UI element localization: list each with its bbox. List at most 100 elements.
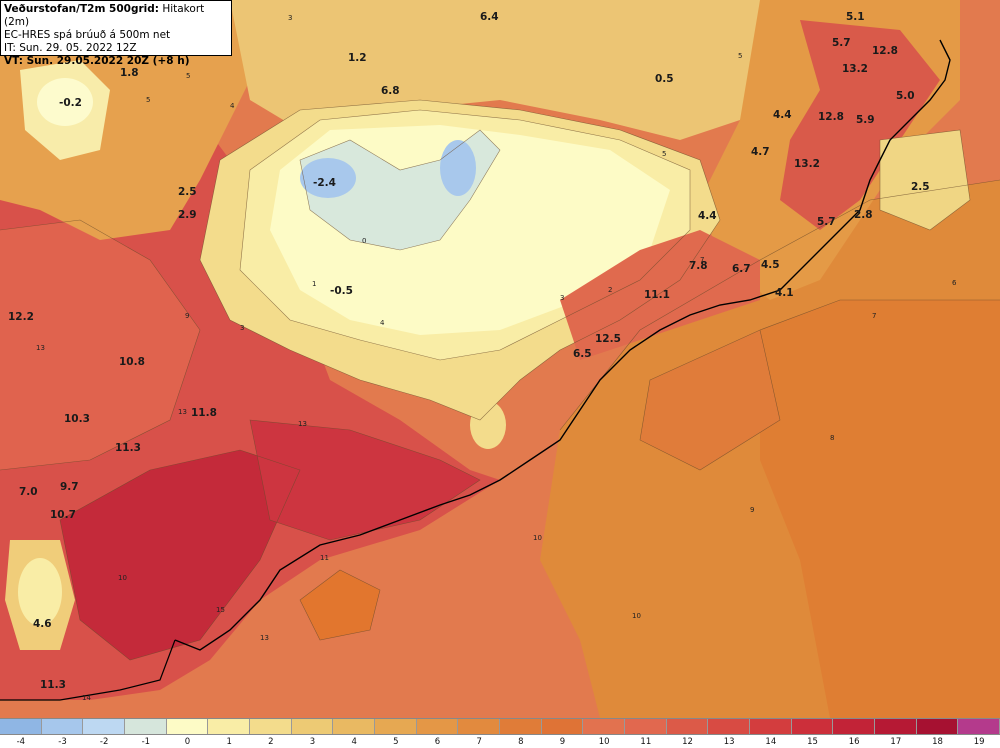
land-west-pink <box>0 220 200 470</box>
map-label: 5.7 <box>817 216 836 228</box>
legend-tick: 1 <box>226 737 232 747</box>
header-valid-time: VT: Sun. 29.05.2022 20Z (+8 h) <box>4 55 190 67</box>
map-label: 5.1 <box>846 11 865 23</box>
legend-swatch <box>458 719 501 734</box>
legend-swatch <box>583 719 626 734</box>
svg-text:4: 4 <box>380 319 385 327</box>
svg-text:3: 3 <box>288 14 292 22</box>
svg-text:10: 10 <box>533 534 542 542</box>
map-label: 11.3 <box>40 679 66 691</box>
south-sea-zone <box>300 570 380 640</box>
map-label: 4.4 <box>773 109 792 121</box>
land-hot-core <box>60 450 300 660</box>
legend-swatch <box>875 719 917 734</box>
legend-swatch <box>708 719 751 734</box>
legend-tick: -3 <box>58 737 67 747</box>
temperature-legend: -4 -3 -2 -1 0 1 2 3 4 5 6 7 8 9 10 11 12 13 14 15 16 17 18 19 <box>0 718 1000 748</box>
legend-tick: 18 <box>932 737 943 747</box>
legend-swatch <box>666 719 709 734</box>
legend-swatch <box>791 719 834 734</box>
legend-swatch <box>375 719 417 734</box>
glacier-east-cold <box>440 140 476 196</box>
legend-tick: 17 <box>890 737 902 747</box>
nw-peninsula-core <box>37 78 93 126</box>
map-label: -2.4 <box>313 177 336 189</box>
map-label: 12.2 <box>8 311 34 323</box>
legend-tick: 8 <box>518 737 524 747</box>
map-label: 10.8 <box>119 356 145 368</box>
svg-text:11: 11 <box>320 554 329 562</box>
map-label: 4.5 <box>761 259 780 271</box>
map-label: 13.2 <box>794 158 820 170</box>
legend-tick: 16 <box>848 737 860 747</box>
legend-tick: -2 <box>99 737 109 747</box>
header-title: Veðurstofan/T2m 500grid: Hitakort (2m) <box>4 3 228 29</box>
svg-text:6: 6 <box>952 279 957 287</box>
legend-swatch <box>833 719 876 734</box>
legend-tick-labels: -4 -3 -2 -1 0 1 2 3 4 5 6 7 8 9 10 11 12 13 14 15 16 17 18 19 <box>0 737 1000 748</box>
legend-tick: 11 <box>640 737 652 747</box>
legend-tick: 7 <box>476 737 482 747</box>
map-label: 9.7 <box>60 481 79 493</box>
map-label: 6.5 <box>573 348 592 360</box>
legend-swatch <box>291 719 334 734</box>
map-label: 13.2 <box>842 63 868 75</box>
legend-swatch <box>625 719 667 734</box>
legend-tick: 0 <box>184 737 191 747</box>
map-label: 2.5 <box>178 186 197 198</box>
legend-swatch <box>916 719 959 734</box>
legend-tick: 14 <box>765 737 777 747</box>
svg-text:9: 9 <box>750 506 754 514</box>
glacier-west-cold <box>300 158 356 198</box>
map-label: -0.5 <box>330 285 353 297</box>
sw-peninsula-core <box>18 558 62 626</box>
legend-tick: 12 <box>682 737 693 747</box>
map-label: 7.0 <box>19 486 38 498</box>
svg-text:13: 13 <box>36 344 45 352</box>
svg-text:15: 15 <box>216 606 225 614</box>
svg-text:10: 10 <box>118 574 127 582</box>
isotherm-ticks: 5 5 4 3 0 1 4 3 9 13 13 13 11 10 10 9 7 … <box>36 14 957 702</box>
legend-color-bar <box>0 718 1000 735</box>
legend-swatch <box>83 719 126 734</box>
map-label: 5.9 <box>856 114 875 126</box>
svg-text:5: 5 <box>738 52 742 60</box>
map-label: 2.5 <box>911 181 930 193</box>
header-model: EC-HRES spá brúuð á 500m net <box>4 29 171 41</box>
coastline-southwest <box>0 639 176 701</box>
map-label: 5.0 <box>896 90 915 102</box>
southeast-blob <box>640 330 780 470</box>
map-label: 6.4 <box>480 11 499 23</box>
svg-text:10: 10 <box>632 612 641 620</box>
contour-lines <box>0 99 1000 661</box>
map-label: 5.7 <box>832 37 851 49</box>
map-label: 2.9 <box>178 209 197 221</box>
map-label: 7.8 <box>689 260 708 272</box>
map-label: 0.5 <box>655 73 674 85</box>
svg-text:5: 5 <box>186 72 190 80</box>
east-light-blob <box>880 130 970 230</box>
east-sea-darker <box>760 300 1000 718</box>
legend-swatch <box>541 719 584 734</box>
svg-text:7: 7 <box>872 312 876 320</box>
header-issue-time: IT: Sun. 29. 05. 2022 12Z <box>4 42 137 54</box>
legend-tick: 3 <box>309 737 316 747</box>
legend-swatch <box>0 719 42 734</box>
map-label: 6.8 <box>381 85 400 97</box>
svg-text:3: 3 <box>560 294 564 302</box>
map-label: 1.8 <box>120 67 139 79</box>
coastline-south <box>174 39 951 651</box>
legend-tick: 5 <box>393 737 399 747</box>
legend-tick: 13 <box>723 737 735 747</box>
svg-text:1: 1 <box>312 280 316 288</box>
svg-text:9: 9 <box>185 312 189 320</box>
legend-swatch <box>250 719 292 734</box>
legend-tick: 9 <box>559 737 566 747</box>
temperature-map: 5 5 4 3 0 1 4 3 9 13 13 13 11 10 10 9 7 … <box>0 0 1000 718</box>
svg-text:4: 4 <box>230 102 235 110</box>
legend-tick: 4 <box>351 737 357 747</box>
map-label: 4.4 <box>698 210 717 222</box>
point-labels: 6.4 5.1 5.7 12.8 1.8 1.2 13.2 5.0 -0.2 0… <box>8 11 930 691</box>
map-label: 2.8 <box>854 209 873 221</box>
